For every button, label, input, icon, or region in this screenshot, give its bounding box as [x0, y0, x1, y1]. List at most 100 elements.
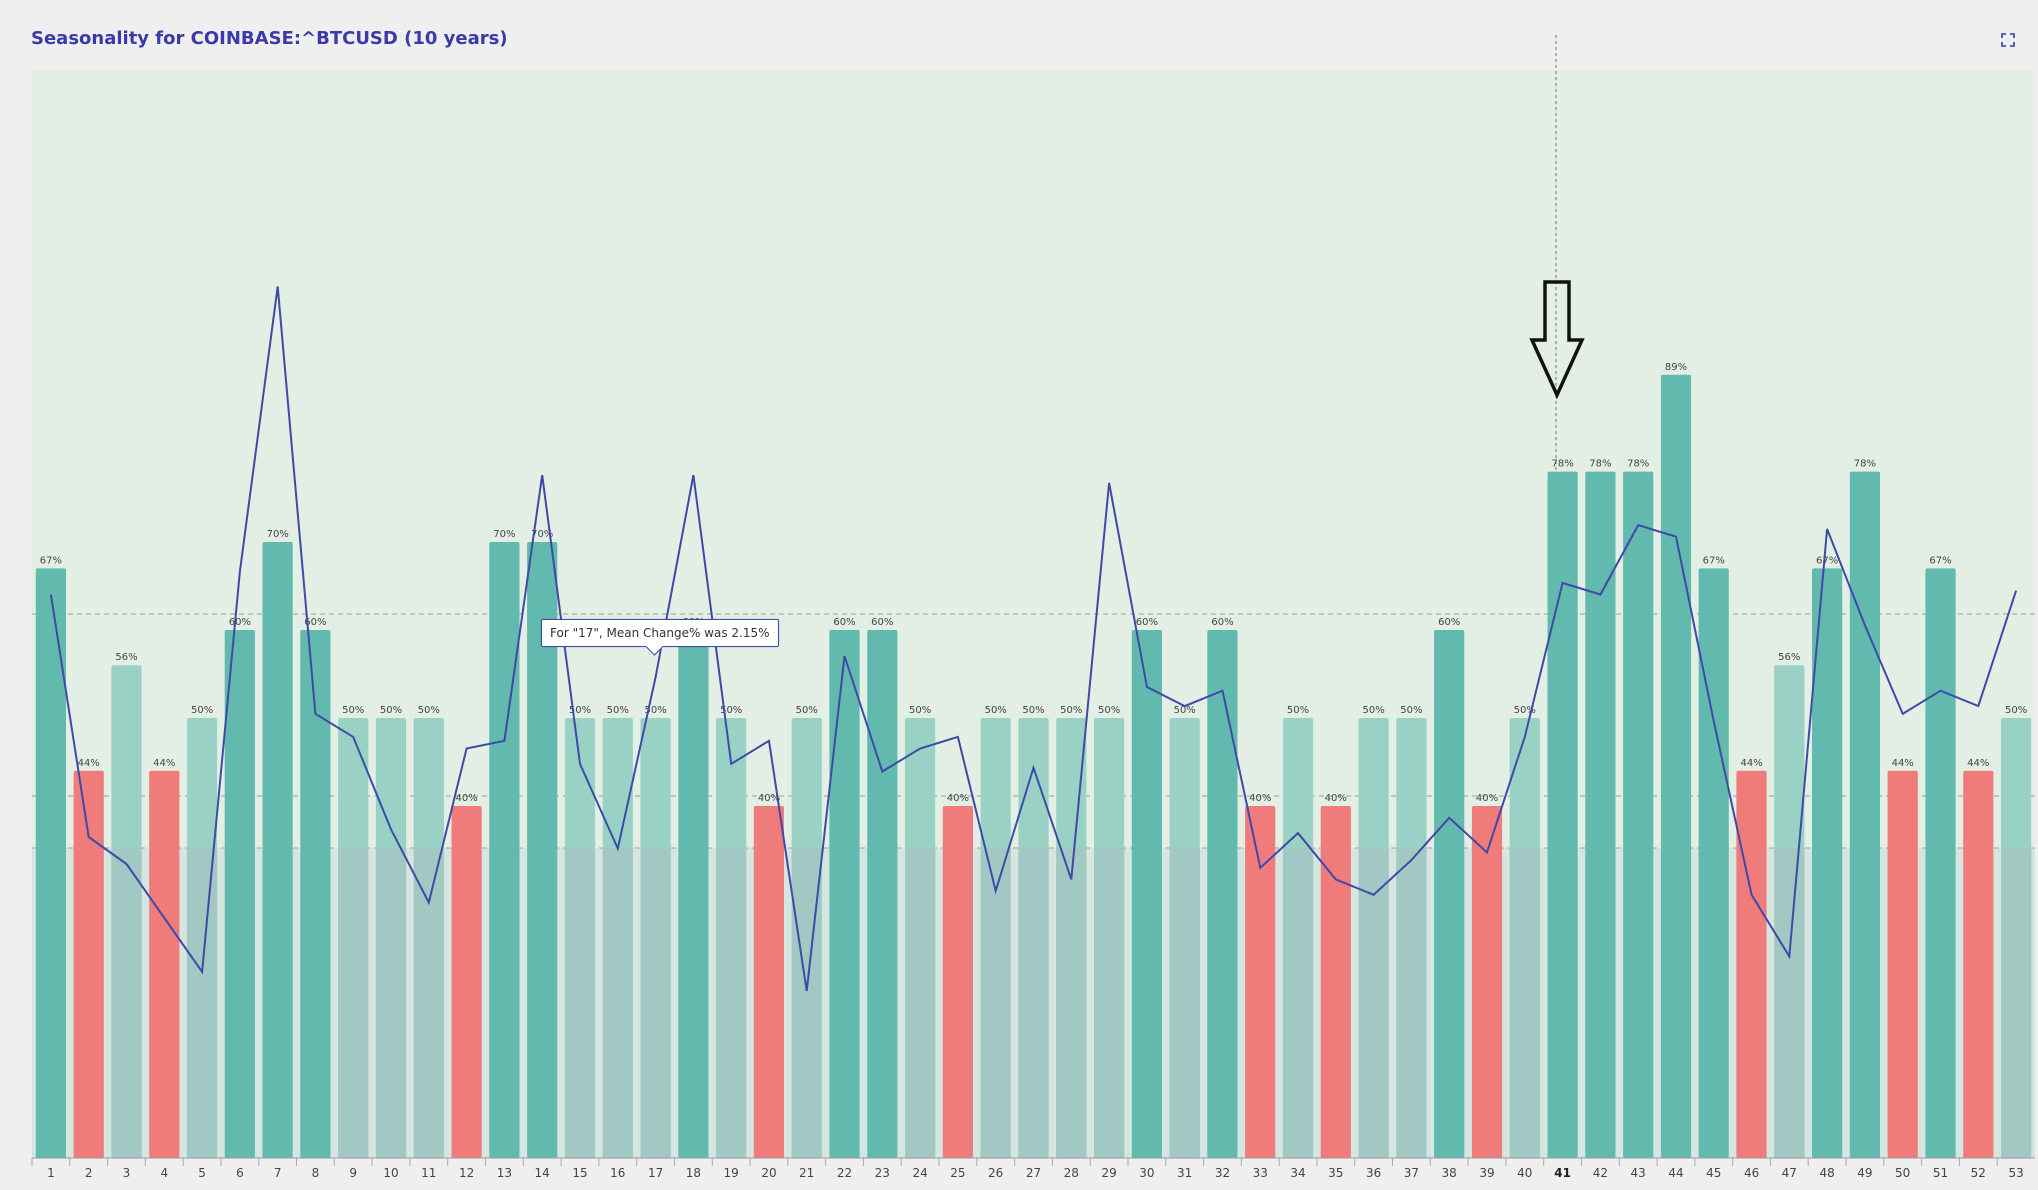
bar[interactable] — [224, 630, 255, 1158]
bar-series — [35, 374, 2032, 1159]
bar[interactable] — [1434, 630, 1465, 1158]
x-axis-label: 44 — [1668, 1166, 1683, 1180]
bar-label: 40% — [1476, 793, 1498, 804]
bar-label: 50% — [909, 705, 931, 716]
x-axis-label: 11 — [421, 1166, 436, 1180]
x-axis-label: 22 — [837, 1166, 852, 1180]
x-axis-label: 37 — [1404, 1166, 1419, 1180]
bar-lower-segment — [1396, 848, 1427, 1158]
bar[interactable] — [942, 806, 973, 1158]
chart-title: Seasonality for COINBASE:^BTCUSD (10 yea… — [31, 28, 508, 49]
bar[interactable] — [1660, 374, 1692, 1158]
x-axis-label: 52 — [1971, 1166, 1986, 1180]
x-axis-label: 40 — [1517, 1166, 1532, 1180]
bar-lower-segment — [716, 848, 747, 1158]
bar-lower-segment — [905, 848, 936, 1158]
bar-label: 70% — [493, 529, 515, 540]
bar-label: 60% — [229, 617, 251, 628]
bar-label: 50% — [1514, 705, 1536, 716]
bar-lower-segment — [2001, 848, 2032, 1158]
bar-lower-segment — [375, 848, 407, 1158]
bar[interactable] — [1131, 630, 1162, 1158]
bar[interactable] — [1207, 630, 1238, 1158]
bar[interactable] — [1849, 471, 1880, 1159]
x-axis-label: 23 — [875, 1166, 890, 1180]
bar-label: 50% — [1400, 705, 1422, 716]
bar-label: 50% — [985, 705, 1007, 716]
bar[interactable] — [1585, 471, 1616, 1159]
bar[interactable] — [753, 806, 784, 1158]
bar-label: 50% — [720, 705, 742, 716]
x-axis-label: 10 — [383, 1166, 398, 1180]
bar-label: 60% — [1136, 617, 1158, 628]
x-axis-label: 29 — [1101, 1166, 1116, 1180]
x-axis-label: 33 — [1253, 1166, 1268, 1180]
bar[interactable] — [451, 806, 482, 1158]
bar-label: 78% — [1551, 459, 1573, 470]
bar[interactable] — [489, 542, 520, 1158]
bar-label: 50% — [607, 705, 629, 716]
bar[interactable] — [300, 630, 331, 1158]
down-arrow-annotation-icon — [1529, 280, 1585, 400]
bar[interactable] — [867, 630, 898, 1158]
bar[interactable] — [1736, 770, 1767, 1158]
x-axis-label: 36 — [1366, 1166, 1381, 1180]
bar-label: 78% — [1627, 459, 1649, 470]
x-axis-label: 18 — [686, 1166, 701, 1180]
bar-label: 60% — [1438, 617, 1460, 628]
bar-label: 89% — [1665, 362, 1687, 373]
x-axis-label: 51 — [1933, 1166, 1948, 1180]
bar[interactable] — [1320, 806, 1351, 1158]
x-axis-label: 21 — [799, 1166, 814, 1180]
bar-lower-segment — [338, 848, 369, 1158]
bar[interactable] — [1547, 471, 1578, 1159]
x-axis-label: 3 — [123, 1166, 131, 1180]
bar[interactable] — [1623, 471, 1654, 1159]
bar-lower-segment — [1509, 848, 1540, 1158]
bar-lower-segment — [1282, 848, 1314, 1158]
x-axis-label: 30 — [1139, 1166, 1154, 1180]
bar[interactable] — [1245, 806, 1276, 1158]
bar-label: 40% — [1325, 793, 1347, 804]
bar[interactable] — [1887, 770, 1918, 1158]
x-axis-label: 13 — [497, 1166, 512, 1180]
x-axis-label: 41 — [1554, 1166, 1571, 1180]
x-axis-label: 28 — [1064, 1166, 1079, 1180]
bar[interactable] — [1925, 568, 1956, 1158]
x-axis-ticks — [31, 1158, 1998, 1166]
bar-label: 70% — [267, 529, 289, 540]
bar[interactable] — [1812, 568, 1843, 1158]
x-axis-label: 19 — [724, 1166, 739, 1180]
x-axis-label: 14 — [535, 1166, 550, 1180]
bar[interactable] — [1698, 568, 1729, 1158]
bar[interactable] — [35, 568, 66, 1158]
bar[interactable] — [1963, 770, 1994, 1158]
expand-icon[interactable] — [2001, 33, 2015, 47]
bar-label: 78% — [1589, 459, 1611, 470]
bar[interactable] — [678, 630, 709, 1158]
bar[interactable] — [829, 630, 860, 1158]
bar[interactable] — [527, 542, 558, 1158]
x-axis-label: 46 — [1744, 1166, 1759, 1180]
bar-lower-segment — [980, 848, 1011, 1158]
bar[interactable] — [149, 770, 180, 1158]
bar-label: 44% — [1892, 758, 1914, 769]
bar-lower-segment — [602, 848, 633, 1158]
bar-label: 56% — [1778, 652, 1800, 663]
bar[interactable] — [1471, 806, 1503, 1158]
bar-lower-segment — [111, 848, 142, 1158]
x-axis-label: 27 — [1026, 1166, 1041, 1180]
bar-label: 70% — [531, 529, 553, 540]
bar-lower-segment — [1094, 848, 1125, 1158]
bar[interactable] — [262, 542, 293, 1158]
bar[interactable] — [73, 770, 104, 1158]
x-axis-label: 5 — [198, 1166, 206, 1180]
bar-label: 40% — [947, 793, 969, 804]
bar-label: 50% — [380, 705, 402, 716]
bar-label: 60% — [1211, 617, 1233, 628]
bar-label: 50% — [569, 705, 591, 716]
x-axis-label: 39 — [1479, 1166, 1494, 1180]
x-axis-label: 50 — [1895, 1166, 1910, 1180]
bar-lower-segment — [1018, 848, 1049, 1158]
bar-lower-segment — [1358, 848, 1389, 1158]
